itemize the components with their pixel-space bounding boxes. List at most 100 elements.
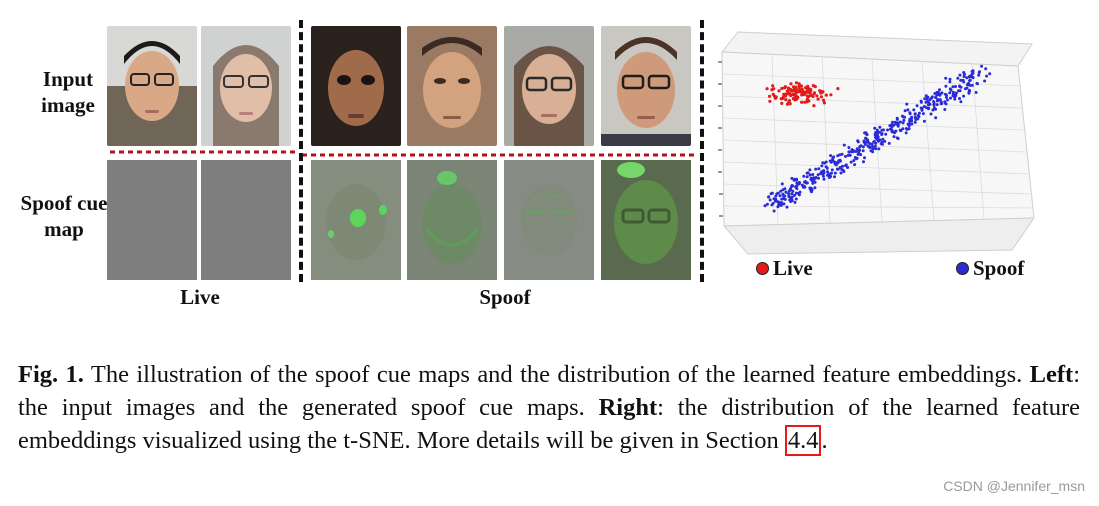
- spoof-point: [878, 130, 881, 134]
- spoof-point: [896, 137, 900, 140]
- spoof-point: [984, 67, 988, 71]
- caption-fig-label: Fig. 1.: [18, 361, 84, 388]
- spoof-point: [925, 106, 928, 110]
- legend-live: Live: [756, 256, 813, 281]
- spoof-point: [864, 136, 868, 140]
- spoof-point: [823, 161, 826, 165]
- spoof-cue-map-label: Spoof cue map: [20, 191, 108, 241]
- legend-spoof: Spoof: [956, 256, 1024, 281]
- live-face-image-1: [107, 26, 197, 146]
- live-point: [795, 96, 799, 100]
- spoof-point: [817, 176, 820, 180]
- spoof-point: [874, 135, 878, 139]
- spoof-point: [831, 157, 835, 161]
- spoof-point: [795, 177, 799, 181]
- spoof-point: [780, 197, 784, 201]
- spoof-point: [791, 189, 795, 193]
- spoof-point: [811, 181, 815, 185]
- figure-caption: Fig. 1. The illustration of the spoof cu…: [18, 358, 1080, 457]
- spoof-point: [927, 101, 931, 105]
- live-point: [768, 99, 772, 103]
- spoof-point: [873, 144, 877, 148]
- live-point: [783, 86, 787, 90]
- spoof-point: [868, 146, 872, 149]
- spoof-point: [776, 200, 780, 204]
- spoof-point: [988, 72, 992, 76]
- spoof-point: [943, 101, 947, 105]
- spoof-point: [767, 195, 771, 199]
- spoof-point: [854, 150, 858, 153]
- spoof-point: [978, 70, 981, 74]
- spoof-face-image-1: [311, 26, 401, 146]
- spoof-point: [968, 79, 972, 83]
- spoof-point: [862, 139, 866, 143]
- live-point: [780, 86, 784, 91]
- spoof-point: [959, 78, 963, 82]
- spoof-point: [878, 138, 882, 142]
- caption-text-4: .: [821, 427, 828, 454]
- spoof-point: [809, 176, 813, 180]
- spoof-point: [962, 80, 966, 84]
- spoof-point: [829, 154, 833, 158]
- spoof-point: [967, 81, 970, 85]
- spoof-point: [826, 170, 829, 174]
- spoof-point: [913, 120, 917, 124]
- live-point: [785, 89, 789, 93]
- spoof-point: [928, 98, 932, 101]
- spoof-point: [878, 125, 882, 129]
- spoof-point: [838, 166, 842, 169]
- live-point: [812, 104, 816, 108]
- spoof-point: [949, 96, 952, 100]
- spoof-point: [779, 203, 783, 207]
- live-point: [780, 101, 784, 105]
- spoof-point: [844, 163, 848, 167]
- live-point: [822, 101, 826, 105]
- live-point: [797, 89, 802, 94]
- live-point: [821, 98, 826, 102]
- live-face-image-2: [201, 26, 291, 146]
- spoof-point: [949, 88, 953, 92]
- spoof-point: [902, 118, 906, 122]
- spoof-point: [794, 197, 798, 201]
- spoof-point: [965, 76, 969, 80]
- spoof-point: [939, 102, 943, 106]
- live-point: [782, 92, 786, 96]
- spoof-point: [944, 76, 948, 80]
- spoof-point: [913, 112, 917, 116]
- figure-divider: [700, 20, 704, 282]
- spoof-point: [932, 106, 936, 110]
- spoof-point: [983, 79, 987, 83]
- spoof-point: [962, 94, 966, 98]
- live-spoof-divider: [299, 20, 303, 282]
- spoof-point: [856, 140, 860, 144]
- section-reference-link[interactable]: 4.4: [784, 425, 822, 456]
- spoof-point: [814, 167, 818, 171]
- spoof-point: [880, 140, 884, 144]
- live-point: [821, 90, 825, 94]
- spoof-point: [833, 171, 837, 175]
- spoof-point: [776, 205, 780, 209]
- spoof-point: [840, 152, 844, 156]
- spoof-point: [875, 128, 879, 132]
- live-point: [809, 93, 813, 97]
- live-point: [800, 100, 804, 104]
- spoof-point: [915, 104, 919, 108]
- spoof-point: [951, 90, 955, 94]
- spoof-cue-map-2: [407, 160, 497, 280]
- spoof-point: [907, 127, 911, 131]
- spoof-point: [934, 95, 938, 99]
- spoof-point: [853, 163, 857, 167]
- live-point: [771, 84, 775, 88]
- spoof-point: [944, 84, 948, 88]
- spoof-point: [871, 145, 875, 149]
- spoof-point: [881, 137, 885, 141]
- spoof-point: [797, 182, 801, 185]
- spoof-point: [769, 192, 773, 196]
- live-group-label: Live: [180, 285, 220, 309]
- spoof-point: [959, 85, 963, 89]
- spoof-point: [768, 198, 772, 202]
- spoof-point: [896, 124, 900, 128]
- spoof-point: [954, 85, 957, 88]
- spoof-point: [943, 108, 947, 111]
- spoof-point: [962, 75, 966, 78]
